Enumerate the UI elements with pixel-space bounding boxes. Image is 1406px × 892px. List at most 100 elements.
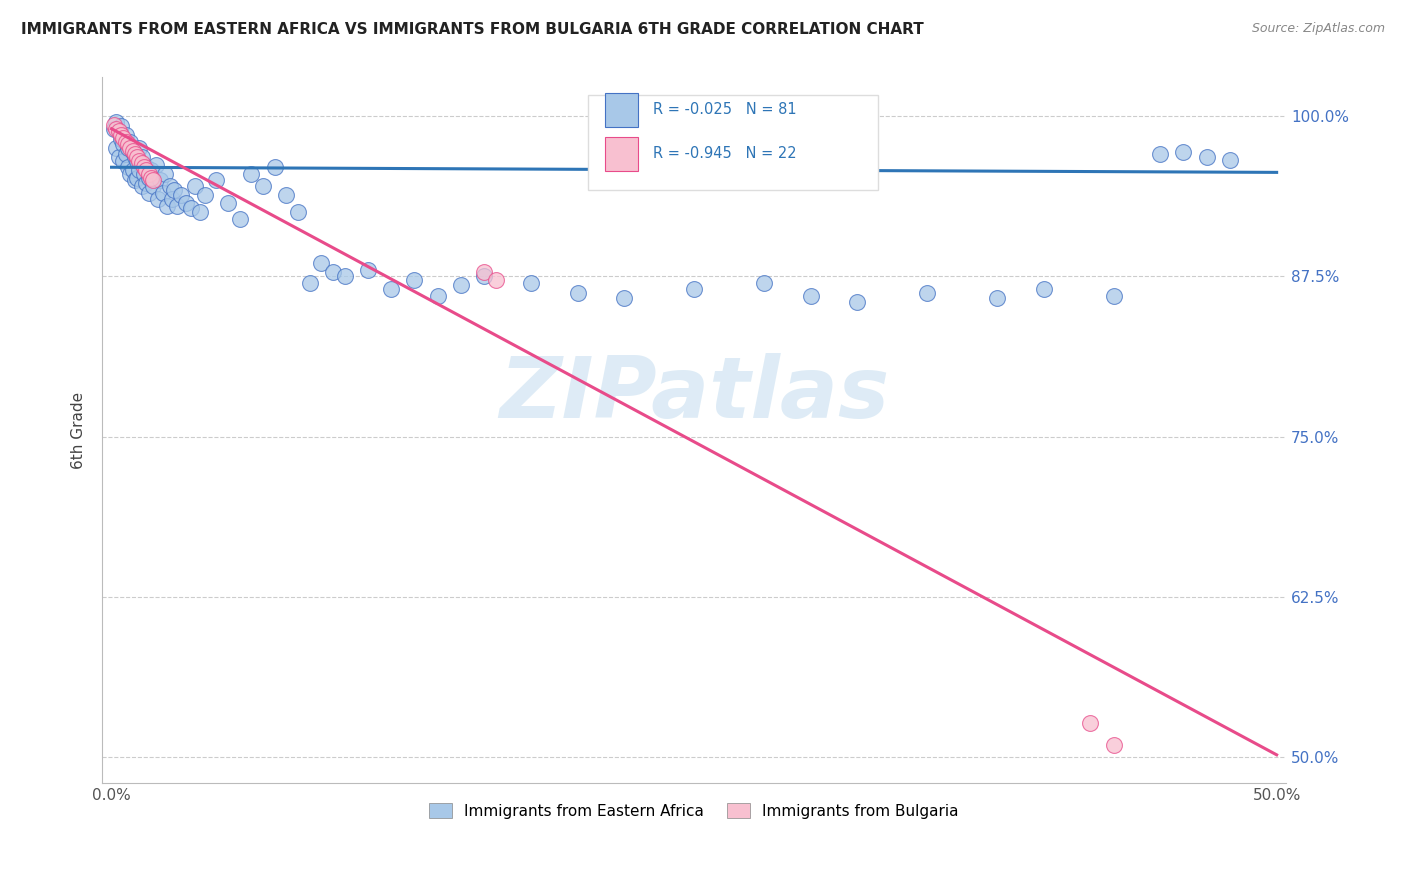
Point [131, 156, 153, 170]
Point [128, 141, 150, 155]
Point [1195, 150, 1218, 164]
Point [309, 256, 332, 270]
Point [110, 132, 132, 146]
Point [184, 179, 207, 194]
Point [134, 160, 156, 174]
Point [159, 179, 181, 194]
Point [121, 145, 143, 159]
Point [800, 288, 823, 302]
Point [105, 141, 128, 155]
Point [228, 211, 250, 226]
Point [156, 199, 179, 213]
Point [485, 273, 508, 287]
Point [298, 276, 321, 290]
Point [240, 167, 263, 181]
Text: ZIPatlas: ZIPatlas [499, 353, 889, 436]
Point [121, 162, 143, 177]
Point [134, 167, 156, 181]
Point [170, 188, 193, 202]
Point [846, 295, 869, 310]
Point [110, 128, 132, 143]
Point [205, 173, 228, 187]
Point [124, 150, 146, 164]
Point [114, 128, 136, 143]
Point [121, 144, 143, 158]
Point [138, 167, 160, 181]
Point [112, 153, 135, 168]
Point [103, 121, 125, 136]
Point [252, 179, 274, 194]
Point [120, 167, 142, 181]
Point [1032, 282, 1054, 296]
Point [520, 276, 543, 290]
Point [194, 188, 217, 202]
Point [124, 147, 146, 161]
Point [128, 153, 150, 168]
Point [915, 285, 938, 300]
Point [135, 162, 157, 177]
Point [153, 167, 176, 181]
Point [135, 160, 157, 174]
Point [107, 150, 129, 164]
Point [135, 176, 157, 190]
Point [120, 135, 142, 149]
Point [426, 288, 449, 302]
Point [174, 196, 197, 211]
Point [124, 173, 146, 187]
Point [217, 196, 239, 211]
Point [127, 153, 149, 168]
Legend: Immigrants from Eastern Africa, Immigrants from Bulgaria: Immigrants from Eastern Africa, Immigran… [423, 797, 965, 825]
FancyBboxPatch shape [588, 95, 877, 190]
Point [986, 291, 1008, 305]
Point [105, 121, 128, 136]
Point [683, 282, 706, 296]
Point [152, 186, 174, 200]
Point [117, 160, 139, 174]
Point [166, 199, 188, 213]
Point [117, 137, 139, 152]
Point [357, 263, 380, 277]
Point [404, 273, 426, 287]
Point [160, 192, 183, 206]
Text: IMMIGRANTS FROM EASTERN AFRICA VS IMMIGRANTS FROM BULGARIA 6TH GRADE CORRELATION: IMMIGRANTS FROM EASTERN AFRICA VS IMMIGR… [21, 22, 924, 37]
Point [472, 265, 495, 279]
Point [613, 291, 636, 305]
Text: Source: ZipAtlas.com: Source: ZipAtlas.com [1251, 22, 1385, 36]
Point [107, 124, 129, 138]
Point [149, 173, 172, 187]
Point [752, 276, 775, 290]
Point [131, 179, 153, 194]
Point [142, 179, 165, 194]
Y-axis label: 6th Grade: 6th Grade [72, 392, 86, 469]
Point [322, 265, 344, 279]
Point [333, 269, 356, 284]
Point [142, 173, 165, 187]
Point [114, 147, 136, 161]
Point [567, 285, 589, 300]
Point [127, 150, 149, 164]
Point [127, 170, 149, 185]
Point [146, 192, 169, 206]
Point [163, 183, 186, 197]
Point [114, 135, 136, 149]
Point [1219, 153, 1241, 167]
Point [1149, 147, 1171, 161]
Point [1102, 288, 1125, 302]
Point [103, 118, 125, 132]
Point [120, 141, 142, 155]
Point [112, 130, 135, 145]
Point [380, 282, 402, 296]
Point [276, 188, 298, 202]
Point [287, 205, 309, 219]
Point [138, 170, 160, 185]
Point [128, 162, 150, 177]
Point [472, 269, 495, 284]
FancyBboxPatch shape [606, 137, 638, 171]
Point [110, 119, 132, 133]
Point [107, 124, 129, 138]
Point [180, 202, 202, 216]
Point [117, 141, 139, 155]
Point [1173, 145, 1195, 159]
Point [1078, 715, 1101, 730]
Point [138, 186, 160, 200]
